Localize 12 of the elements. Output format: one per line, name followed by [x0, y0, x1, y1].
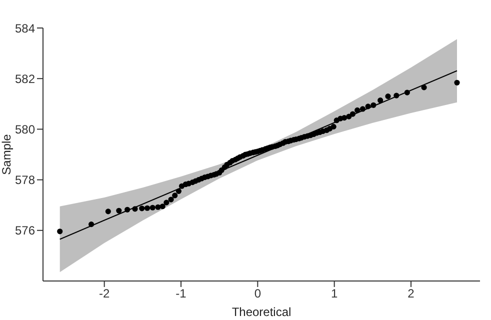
x-tick-label: -2 [98, 286, 110, 301]
x-tick-label: 1 [330, 286, 338, 301]
x-axis-title: Theoretical [232, 305, 292, 319]
y-tick-label: 582 [14, 72, 36, 86]
y-tick-label: 576 [14, 224, 36, 238]
y-tick-label: 584 [14, 21, 36, 36]
y-tick-label: 580 [14, 122, 36, 136]
x-tick-label: 0 [254, 286, 262, 301]
y-tick-label: 578 [14, 173, 36, 188]
y-axis-title: Sample [0, 134, 14, 175]
x-tick-label: -1 [176, 286, 187, 301]
x-tick-label: 2 [408, 286, 415, 301]
